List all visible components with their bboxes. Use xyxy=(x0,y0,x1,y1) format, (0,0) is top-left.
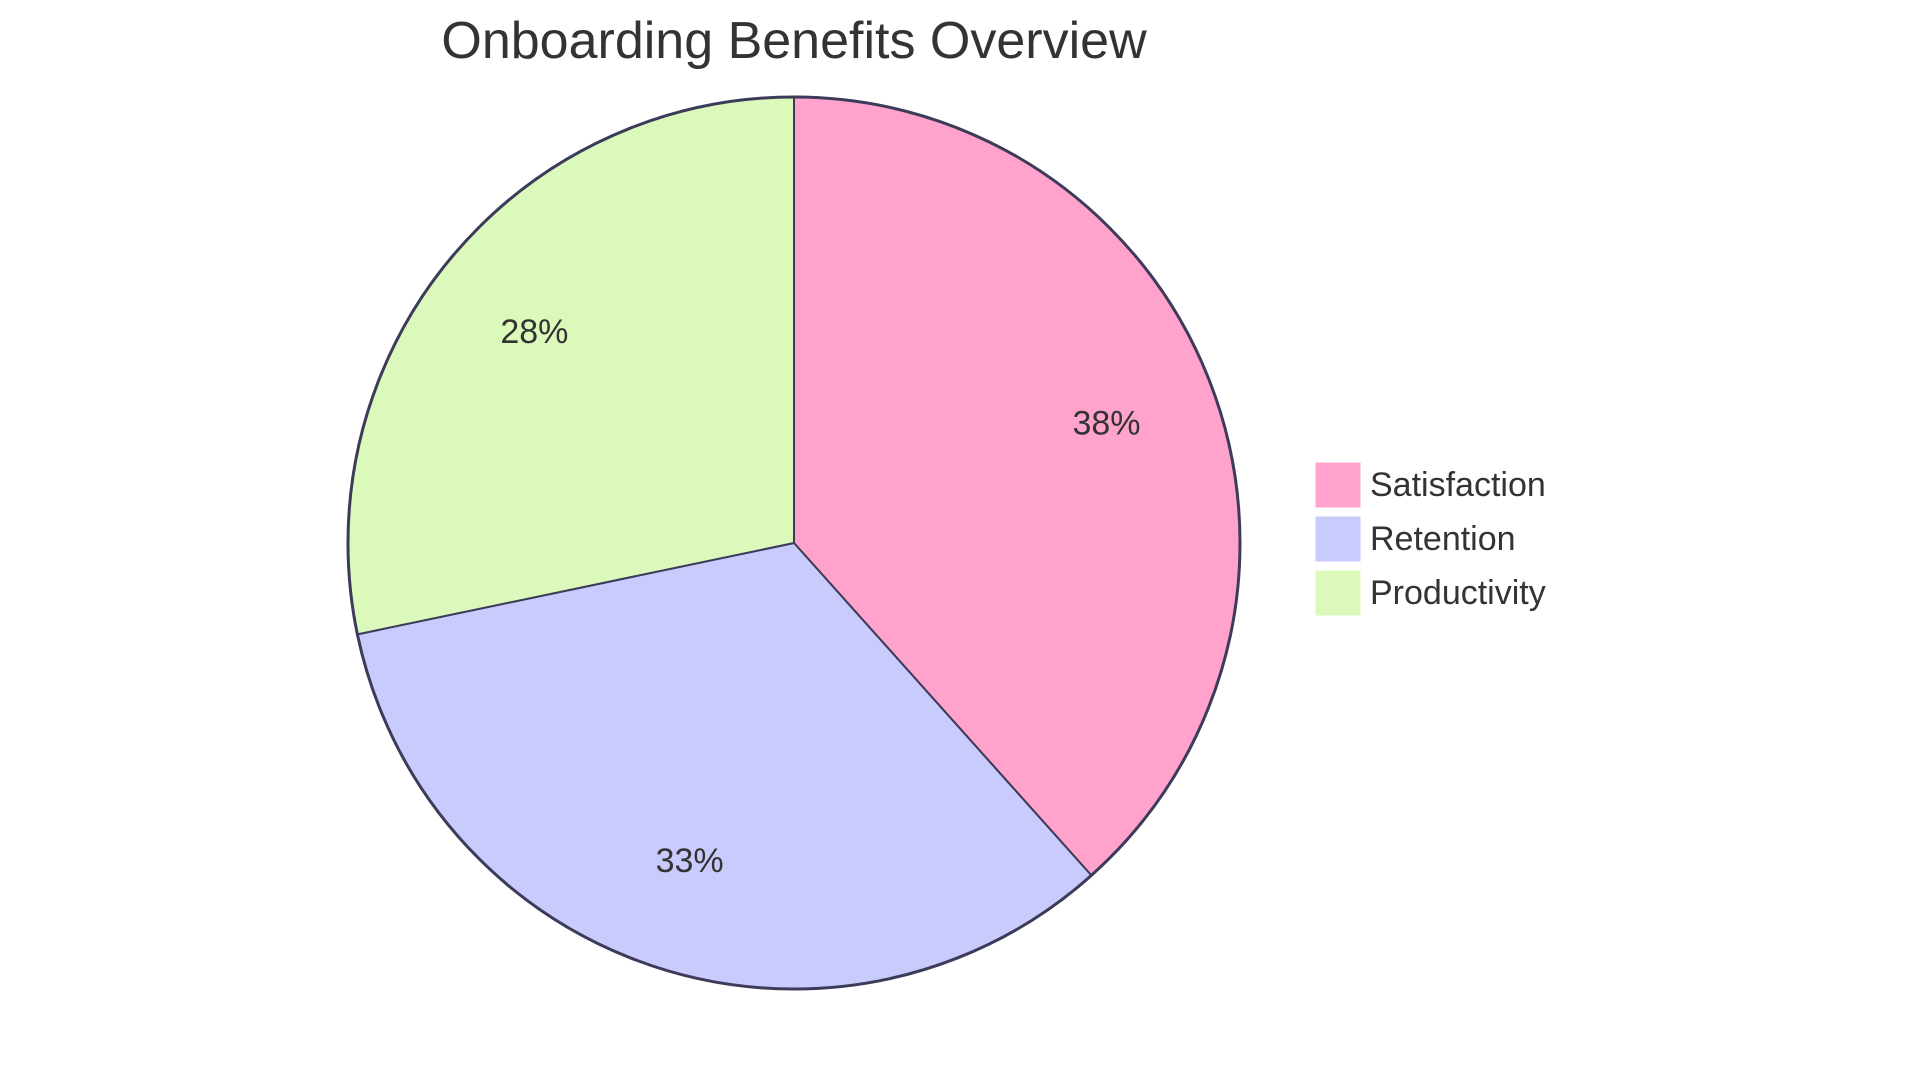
legend-swatch-retention xyxy=(1315,516,1361,562)
legend-item-productivity: Productivity xyxy=(1315,570,1546,616)
legend: Satisfaction Retention Productivity xyxy=(1315,462,1546,616)
slice-label-satisfaction: 38% xyxy=(1072,405,1140,443)
legend-item-satisfaction: Satisfaction xyxy=(1315,462,1546,508)
legend-item-retention: Retention xyxy=(1315,516,1516,562)
legend-swatch-satisfaction xyxy=(1315,462,1361,508)
legend-label-retention: Retention xyxy=(1370,520,1516,558)
legend-label-satisfaction: Satisfaction xyxy=(1370,466,1546,504)
legend-label-productivity: Productivity xyxy=(1370,574,1546,612)
slice-label-retention: 33% xyxy=(656,842,724,880)
pie-slice-productivity xyxy=(347,95,795,636)
pie-slices xyxy=(346,95,1242,991)
slice-label-productivity: 28% xyxy=(500,313,568,351)
legend-swatch-productivity xyxy=(1315,570,1361,616)
pie-slice-labels: 38% 33% 28% xyxy=(500,313,1140,880)
chart-title: Onboarding Benefits Overview xyxy=(441,12,1147,70)
pie-outline xyxy=(346,95,1242,991)
